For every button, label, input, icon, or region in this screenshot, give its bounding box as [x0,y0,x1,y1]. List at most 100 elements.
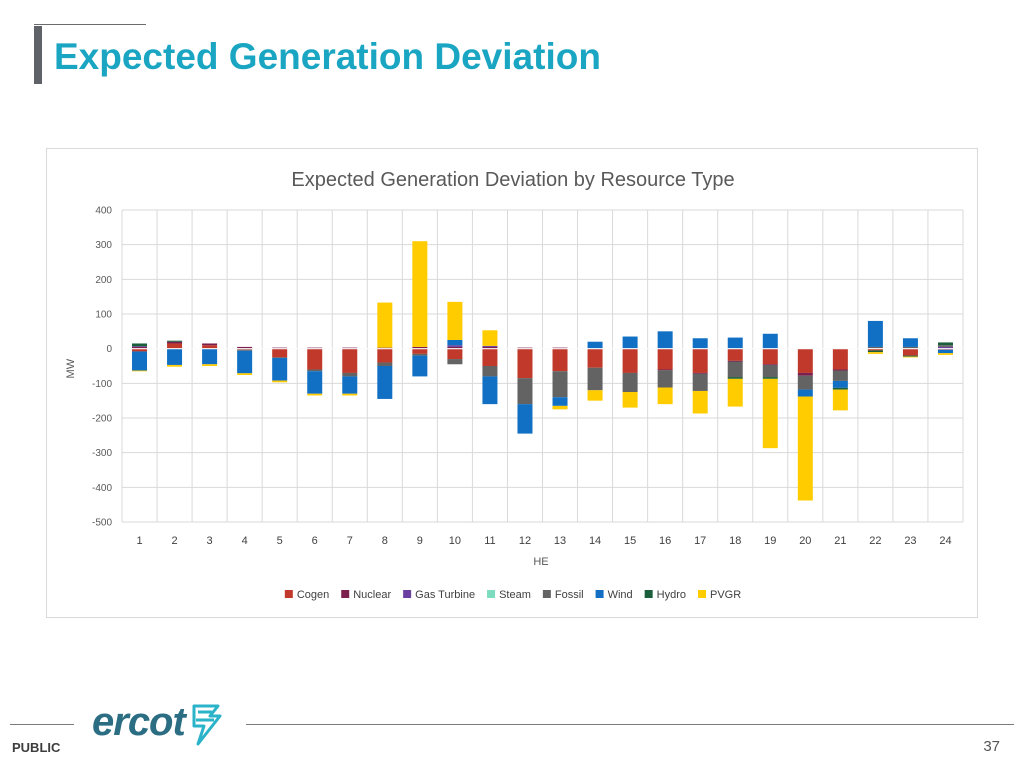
legend-swatch-hydro [644,590,653,598]
bar-fossil-he10 [447,359,463,365]
y-tick-label: -200 [92,414,112,425]
bar-wind-he21 [832,380,848,388]
chart-frame: 400 300 200 100 0 -100 -200 -300 -400 -500 1 2 3 4 5 6 7… [46,148,978,618]
bar-wind-he15 [622,336,638,349]
bar-wind-he17 [692,338,708,349]
bar-pvgr-he24 [937,353,953,355]
ercot-bolt-icon [192,704,222,746]
bar-pvgr-he4 [237,373,253,376]
bar-pvgr-he10 [447,301,463,340]
x-tick-label: 19 [764,535,776,547]
bar-fossil-he6 [307,369,323,372]
bar-wind-he5 [272,358,288,381]
x-tick-label: 20 [799,535,811,547]
legend-label-nuclear: Nuclear [353,589,391,601]
bar-cogen-he7 [342,348,358,373]
bar-nuclear-he19 [762,364,778,366]
bar-hydro-he24 [937,342,953,346]
bar-cogen-he15 [622,348,638,373]
bar-pvgr-he20 [797,396,813,501]
bar-fossil-he21 [832,370,848,381]
y-tick-label: -100 [92,379,112,390]
x-tick-label: 15 [624,535,636,547]
x-tick-label: 9 [417,535,423,547]
x-tick-label: 3 [207,535,213,547]
bar-cogen-he2 [167,343,183,349]
bar-pvgr-he23 [902,356,918,358]
bar-fossil-he11 [482,366,498,377]
legend-label-pvgr: PVGR [710,589,741,601]
bar-hydro-he18 [727,377,743,379]
footer-label: PUBLIC [12,740,61,755]
bar-wind-he7 [342,376,358,394]
bar-nuclear-he9 [412,346,428,349]
bar-wind-he12 [517,404,533,434]
ercot-logo: ercot [92,700,232,750]
bar-cogen-he21 [832,348,848,370]
bar-pvgr-he15 [622,392,638,408]
x-tick-label: 21 [834,535,846,547]
chart-legend: Cogen Nuclear Gas Turbine Steam Fossil Wind Hy… [284,589,741,601]
bar-pvgr-he5 [272,380,288,383]
bar-cogen-he14 [587,348,603,368]
bar-cogen-he1 [132,348,148,352]
bar-fossil-he20 [797,375,813,390]
x-tick-label: 5 [277,535,283,547]
bar-fossil-he12 [517,378,533,405]
legend-swatch-pvgr [698,590,706,598]
x-tick-label: 24 [939,535,951,547]
y-tick-label: -300 [92,448,112,459]
bar-nuclear-he18 [727,360,743,362]
bar-fossil-he18 [727,361,743,378]
x-tick-label: 16 [659,535,671,547]
bar-cogen-he20 [797,348,813,373]
y-tick-label: 200 [95,275,112,286]
bar-fossil-he5 [272,357,288,359]
y-tick-label: -500 [92,518,112,529]
x-tick-label: 6 [312,535,318,547]
x-axis-label: HE [533,556,548,568]
bar-nuclear-he2 [167,341,183,344]
x-tick-label: 18 [729,535,741,547]
logo-wordmark: ercot [92,700,186,744]
bar-hydro-he1 [132,343,148,347]
bar-pvgr-he9 [412,241,428,347]
x-tick-label: 14 [589,535,601,547]
bar-pvgr-he14 [587,390,603,401]
bar-fossil-he4 [237,349,253,351]
bar-wind-he18 [727,337,743,349]
x-tick-label: 11 [484,535,495,547]
bar-gas-turbine-he11 [482,345,498,347]
bar-wind-he2 [167,348,183,365]
bar-nuclear-he21 [832,369,848,371]
x-tick-label: 10 [449,535,461,547]
bar-nuclear-he20 [797,372,813,376]
page-number: 37 [983,738,1000,755]
bar-gas-turbine-he1 [132,346,148,348]
bar-cogen-he9 [412,348,428,354]
bar-pvgr-he13 [552,405,568,410]
bar-cogen-he18 [727,348,743,361]
bar-gas-turbine-he24 [937,346,953,349]
bar-wind-he4 [237,350,253,374]
bar-pvgr-he8 [377,302,393,348]
legend-swatch-steam [487,590,496,598]
bar-hydro-he23 [902,355,918,357]
bar-wind-he16 [657,331,673,349]
bar-wind-he24 [937,349,953,354]
x-tick-label: 22 [869,535,881,547]
y-tick-label: 300 [95,240,112,251]
y-tick-label: 400 [95,206,112,217]
bar-wind-he23 [902,338,918,347]
bar-cogen-he6 [307,348,323,370]
bar-pvgr-he11 [482,330,498,346]
bar-fossil-he16 [657,370,673,388]
bar-wind-he20 [797,389,813,397]
bar-fossil-he17 [692,373,708,391]
bar-fossil-he22 [867,346,883,349]
bar-cogen-he16 [657,348,673,370]
bar-nuclear-he11 [482,346,498,349]
bar-nuclear-he10 [447,346,463,349]
bar-wind-he11 [482,376,498,405]
